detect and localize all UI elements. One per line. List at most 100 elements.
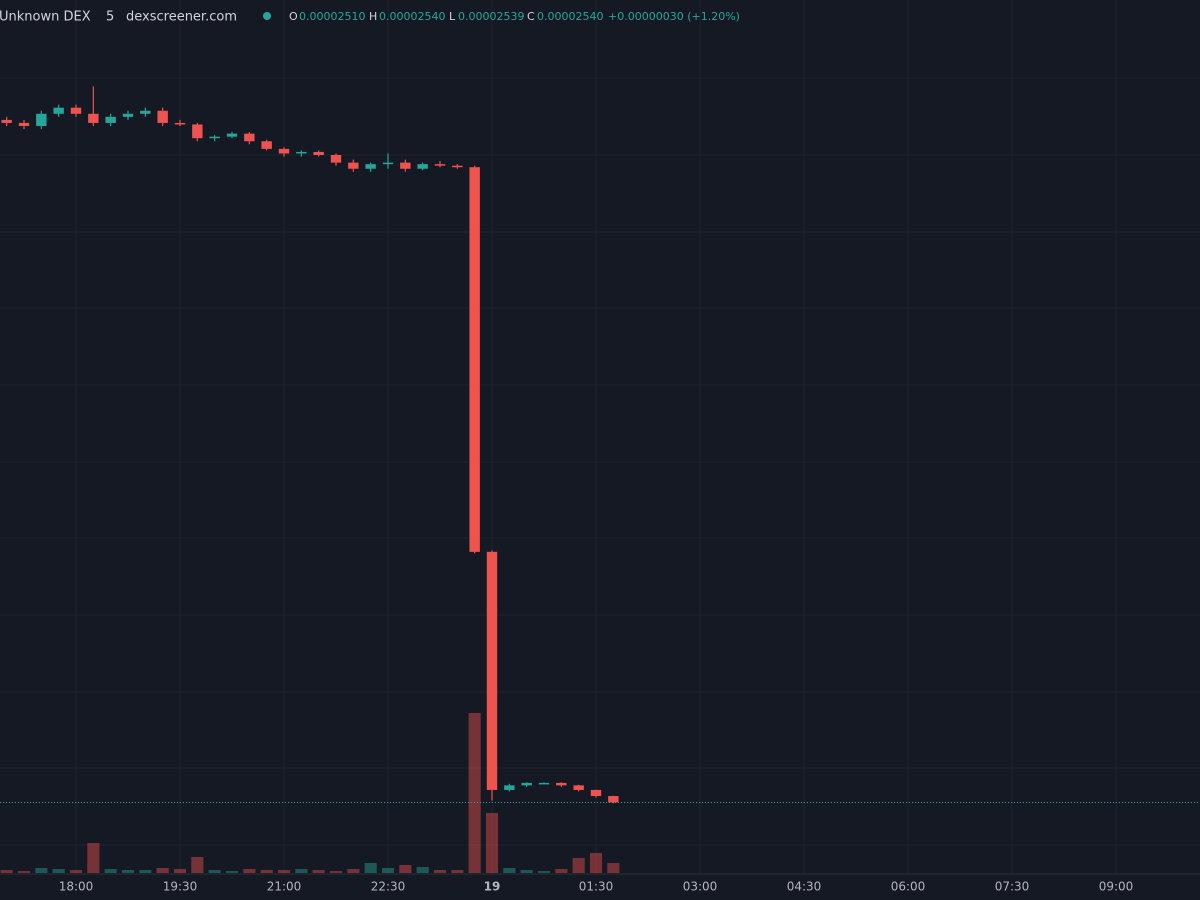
candle-body: [365, 164, 376, 169]
volume-bar: [572, 858, 585, 873]
volume-bar: [364, 863, 377, 873]
ohlc-label: O: [289, 10, 298, 23]
volume-bar: [35, 868, 48, 873]
change: +0.00000030 (+1.20%): [608, 10, 740, 23]
candle-body: [105, 116, 116, 123]
candle-body: [504, 785, 515, 790]
x-tick-label: 21:00: [267, 880, 302, 894]
volume-bar: [312, 870, 325, 873]
volume-bar: [329, 871, 343, 873]
x-tick-label: 19: [484, 880, 501, 894]
ohlc-value: 0.00002540: [537, 10, 603, 23]
candle-body: [538, 782, 550, 785]
volume-bar: [503, 868, 516, 873]
candle-body: [1, 119, 12, 123]
candle-body: [486, 551, 498, 790]
volume-bar: [156, 868, 169, 873]
volume-bar: [399, 865, 412, 873]
volume-bar: [277, 870, 291, 873]
volume-bar: [433, 870, 447, 873]
ohlc-value: 0.00002540: [379, 10, 445, 23]
candle-body: [53, 107, 64, 114]
candle-body: [348, 162, 359, 169]
candle-body: [209, 136, 220, 139]
volume-bar: [87, 843, 100, 873]
volume-bar: [121, 870, 135, 873]
candle-body: [313, 151, 324, 155]
candle-body: [122, 113, 134, 117]
x-tick-label: 19:30: [163, 880, 198, 894]
x-tick-label: 22:30: [371, 880, 406, 894]
candle-body: [434, 164, 446, 166]
volume-bar: [260, 870, 273, 873]
symbol: Unknown DEX: [0, 10, 91, 25]
volume-bar: [607, 863, 620, 873]
candle-body: [417, 164, 428, 169]
candle-body: [174, 122, 186, 125]
volume-bar: [485, 813, 499, 873]
candle-body: [608, 796, 619, 803]
volume-bar: [347, 869, 360, 873]
candle-body: [452, 165, 463, 168]
source: dexscreener.com: [126, 10, 237, 25]
x-tick-label: 06:00: [891, 880, 926, 894]
volume-bar: [537, 871, 551, 873]
candle-body: [226, 133, 238, 137]
volume-bar: [381, 868, 395, 873]
volume-bar: [589, 853, 603, 873]
volume-bar: [468, 713, 481, 873]
volume-bar: [52, 869, 65, 873]
header: Unknown DEX 5 dexscreener.com O 0.000025…: [0, 10, 740, 25]
ohlc-label: L: [449, 10, 456, 23]
candle-body: [296, 151, 307, 154]
candle-body: [556, 782, 567, 786]
plot: [0, 0, 1200, 874]
volume-bar: [173, 869, 187, 873]
x-tick-label: 09:00: [1099, 880, 1134, 894]
volume-bar: [104, 869, 117, 873]
volume-bar: [208, 870, 221, 873]
volume-bar: [451, 870, 464, 873]
volume-bar: [416, 867, 429, 873]
candle-body: [330, 155, 342, 163]
status-dot: [263, 12, 271, 20]
volume-bar: [139, 870, 152, 873]
candle-body: [400, 162, 411, 169]
volume-bar: [295, 869, 308, 873]
candle-body: [244, 133, 255, 142]
candle-body: [88, 113, 99, 123]
ohlc-value: 0.00002539: [458, 10, 524, 23]
candle-body: [521, 782, 532, 786]
candle-body: [140, 110, 151, 114]
volume-bar: [555, 869, 568, 873]
volume-bar: [191, 857, 204, 873]
candle-body: [18, 122, 30, 126]
x-tick-label: 01:30: [579, 880, 614, 894]
candle-body: [157, 110, 168, 123]
candle-body: [192, 124, 203, 139]
candle-body: [261, 141, 272, 149]
ohlc-label: C: [527, 10, 535, 23]
candle-body: [382, 162, 394, 165]
volume-bar: [520, 870, 533, 873]
x-tick-label: 07:30: [995, 880, 1030, 894]
candle-body: [573, 785, 584, 790]
price-grid: [0, 77, 1200, 846]
candle-body: [469, 167, 480, 552]
candle-body: [36, 113, 47, 126]
interval: 5: [106, 10, 114, 25]
volume-bar: [17, 871, 31, 873]
volume-bar: [0, 870, 13, 873]
candle-body: [70, 107, 82, 114]
x-tick-label: 18:00: [59, 880, 94, 894]
candle-body: [590, 789, 602, 797]
candle-body: [278, 148, 290, 154]
x-tick-label: 04:30: [787, 880, 822, 894]
volume-bar: [225, 871, 239, 873]
ohlc-label: H: [369, 10, 377, 23]
volume-bar: [243, 869, 256, 873]
x-tick-label: 03:00: [683, 880, 718, 894]
ohlc-value: 0.00002510: [299, 10, 365, 23]
